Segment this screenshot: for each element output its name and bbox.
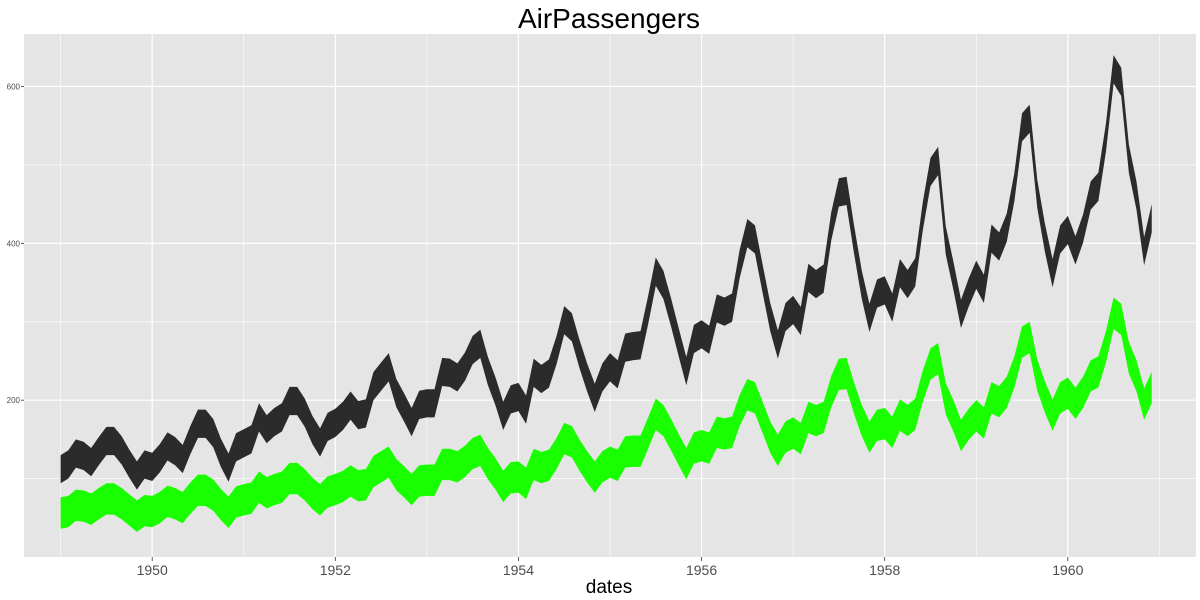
series-bands — [60, 55, 1152, 532]
x-axis-label: dates — [586, 577, 632, 598]
x-tick-label: 1952 — [320, 562, 351, 578]
x-tick-label: 1956 — [686, 562, 717, 578]
x-tick-label: 1954 — [503, 562, 534, 578]
y-axis-ticks: 200 400 600 — [7, 83, 24, 405]
x-tick-label: 1960 — [1052, 562, 1083, 578]
y-tick-label: 400 — [7, 239, 21, 248]
chart-title: AirPassengers — [518, 3, 700, 34]
x-tick-label: 1958 — [869, 562, 900, 578]
x-tick-label: 1950 — [137, 562, 168, 578]
y-tick-label: 600 — [7, 83, 21, 92]
series-band-1 — [60, 55, 1152, 490]
y-tick-label: 200 — [7, 396, 21, 405]
x-axis-ticks: 1950 1952 1954 1956 1958 1960 — [137, 557, 1084, 578]
series-band-2 — [60, 297, 1152, 532]
